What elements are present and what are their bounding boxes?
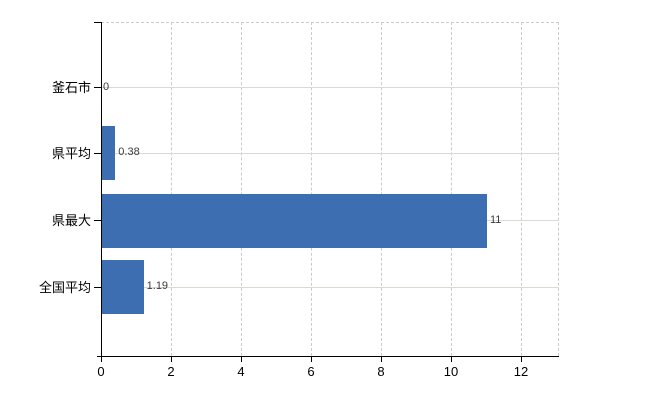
vertical-gridline bbox=[451, 22, 452, 356]
vertical-gridline bbox=[311, 22, 312, 356]
horizontal-gridline bbox=[101, 152, 559, 154]
bar-value-label: 0.38 bbox=[118, 146, 140, 158]
y-axis-tick bbox=[94, 286, 101, 288]
vertical-gridline bbox=[521, 22, 522, 356]
y-axis-tick bbox=[94, 220, 101, 221]
y-axis-tick bbox=[94, 87, 101, 88]
x-tick-label: 6 bbox=[307, 364, 315, 379]
x-axis-tick bbox=[381, 356, 382, 362]
x-axis-tick bbox=[171, 356, 172, 362]
x-axis-line bbox=[97, 356, 559, 357]
bar-value-label: 0 bbox=[103, 80, 110, 93]
category-label-2: 県平均 bbox=[51, 145, 91, 161]
x-tick-label: 2 bbox=[167, 364, 175, 379]
bar-value-label: 11 bbox=[490, 213, 502, 226]
x-tick-label: 4 bbox=[237, 364, 245, 379]
bar-県最大 bbox=[102, 193, 487, 248]
bar-全国平均 bbox=[102, 260, 144, 314]
category-label-3: 県最大 bbox=[51, 213, 91, 228]
horizontal-gridline bbox=[101, 87, 559, 88]
vertical-gridline bbox=[241, 22, 242, 356]
x-tick-label: 8 bbox=[377, 364, 385, 379]
category-label-1: 釜石市 bbox=[51, 80, 91, 95]
x-axis-tick bbox=[521, 356, 522, 362]
plot-area-border bbox=[101, 22, 559, 356]
x-axis-tick bbox=[311, 356, 312, 362]
bar-県平均 bbox=[102, 126, 116, 180]
x-tick-label: 0 bbox=[97, 364, 105, 379]
bar-value-label: 1.19 bbox=[146, 280, 169, 292]
y-axis-tick bbox=[94, 152, 101, 154]
x-axis-tick bbox=[241, 356, 242, 362]
horizontal-gridline bbox=[101, 286, 559, 288]
x-tick-label: 10 bbox=[443, 364, 459, 379]
vertical-gridline bbox=[381, 22, 382, 356]
y-axis-end-tick bbox=[94, 22, 101, 23]
vertical-gridline bbox=[171, 22, 172, 356]
x-axis-tick bbox=[101, 356, 102, 362]
x-tick-label: 12 bbox=[513, 364, 529, 379]
x-axis-tick bbox=[451, 356, 452, 362]
category-label-4: 全国平均 bbox=[38, 279, 91, 295]
y-axis-line bbox=[101, 22, 102, 356]
